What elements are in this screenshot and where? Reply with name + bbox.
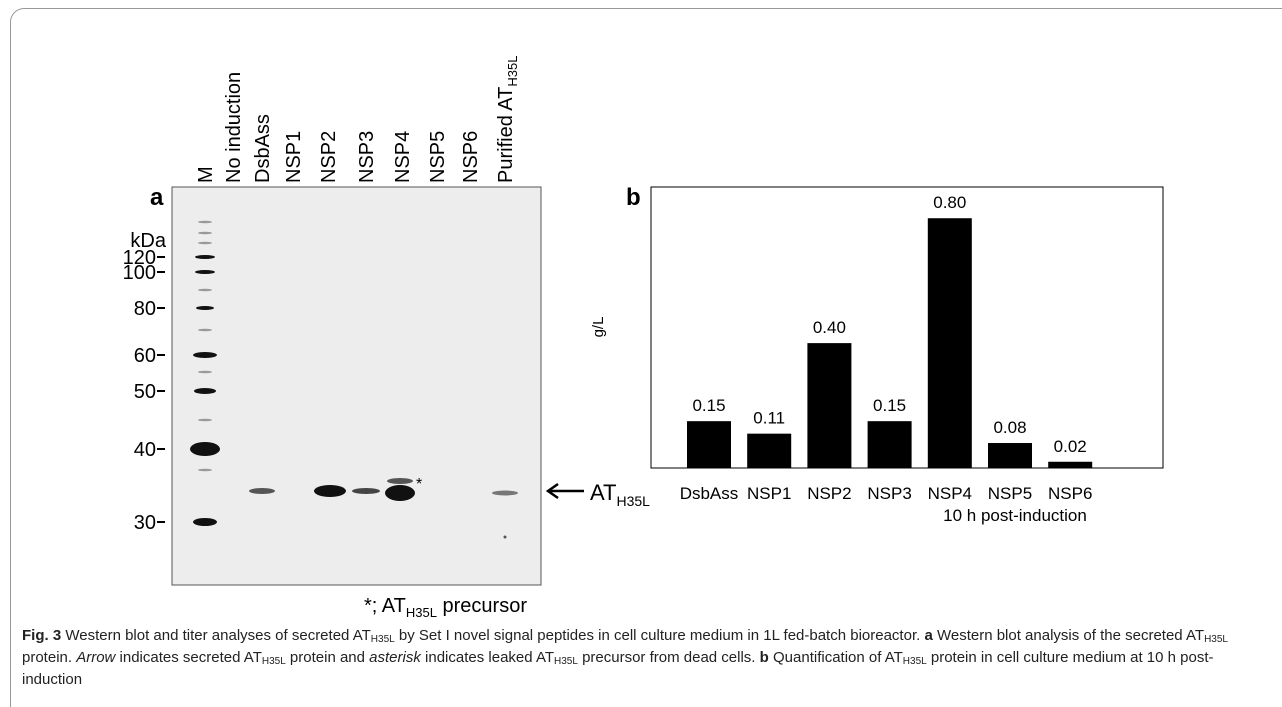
value-label: 0.02 [1054,437,1087,456]
value-label: 0.11 [753,409,785,428]
x-tick-label: NSP4 [928,484,972,503]
caption-text: protein. [22,649,76,666]
marker-band [194,388,216,394]
panel-label: a [150,184,164,211]
y-axis-title: g/L [590,317,607,338]
caption-text: AT [536,649,554,666]
marker-band [190,442,220,456]
caption-text: Western blot and titer analyses of secre… [61,627,353,644]
bar [928,218,972,468]
value-label: 0.15 [873,396,906,415]
value-label: 0.08 [993,418,1026,437]
x-tick-label: DsbAss [680,484,739,503]
lane-label-sub: H35L [505,56,520,87]
caption-text: by Set I novel signal peptides in cell c… [395,627,925,644]
caption-subscript: H35L [554,656,578,667]
figure: a b g/L 10 h post-induction kDa ATH35L *… [0,0,1282,620]
lane-label: Purified ATH35L [495,56,520,183]
bar [868,421,912,468]
marker-label: 40 [134,439,156,461]
marker-band [198,232,212,234]
value-label: 0.40 [813,318,846,337]
x-tick-label: NSP5 [988,484,1032,503]
x-tick-label: NSP6 [1048,484,1092,503]
caption-subscript: H35L [262,656,286,667]
marker-band [198,242,212,244]
lane-label: NSP2 [318,131,340,183]
lane-label: DsbAss [252,114,274,183]
marker-label: 60 [134,345,156,367]
lane-label: NSP6 [460,131,482,183]
marker-label: 50 [134,381,156,403]
caption-subscript: H35L [1204,634,1228,645]
marker-band [196,306,214,310]
lane-label: No induction [223,72,245,183]
marker-band [193,518,217,526]
caption-text: protein and [286,649,369,666]
caption-text: Western blot analysis of the secreted [933,627,1186,644]
caption-subscript: H35L [371,634,395,645]
marker-band [198,419,212,421]
marker-label: 80 [134,298,156,320]
panel-label: b [626,184,641,211]
marker-band [198,289,212,291]
marker-band [198,221,212,223]
blot-image [172,187,541,585]
value-label: 0.80 [933,193,966,212]
caption-text: Quantification of [769,649,885,666]
caption-text: Arrow [76,649,115,666]
caption-subscript: H35L [903,656,927,667]
marker-band [195,255,215,259]
caption-text: AT [353,627,371,644]
marker-label: 30 [134,512,156,534]
bar [687,421,731,468]
marker-band [198,469,212,471]
caption-text: a [924,627,932,644]
marker-label: 100 [123,262,156,284]
caption-text: indicates leaked [421,649,536,666]
arrow-label: ATH35L [590,480,650,509]
value-label: 0.15 [692,396,725,415]
bar [807,343,851,468]
caption: Fig. 3 Western blot and titer analyses o… [22,625,1272,691]
marker-band [198,329,212,331]
lane-label: M [195,166,217,183]
lane-label: NSP1 [283,131,305,183]
x-axis-title: 10 h post-induction [943,506,1087,525]
caption-text: asterisk [369,649,421,666]
caption-text: AT [244,649,262,666]
lane-label: NSP3 [356,131,378,183]
caption-text: Fig. 3 [22,627,61,644]
lane-label-text: Purified AT [495,87,517,183]
marker-band [198,371,212,373]
x-tick-label: NSP2 [807,484,851,503]
bar [1048,462,1092,468]
footnote: *; ATH35L precursor [364,595,527,620]
bar [747,434,791,468]
x-tick-label: NSP3 [867,484,911,503]
caption-text: AT [1186,627,1204,644]
bar [988,443,1032,468]
arrow [548,484,584,498]
caption-text: b [760,649,769,666]
x-tick-label: NSP1 [747,484,791,503]
page: a b g/L 10 h post-induction kDa ATH35L *… [0,0,1282,706]
caption-text: precursor from dead cells. [578,649,760,666]
marker-band [195,270,215,274]
caption-text: indicates secreted [115,649,243,666]
lane-label: NSP5 [427,131,449,183]
caption-text: AT [885,649,903,666]
lane-label: NSP4 [392,131,414,183]
asterisk: * [416,476,422,493]
marker-band [193,352,217,358]
